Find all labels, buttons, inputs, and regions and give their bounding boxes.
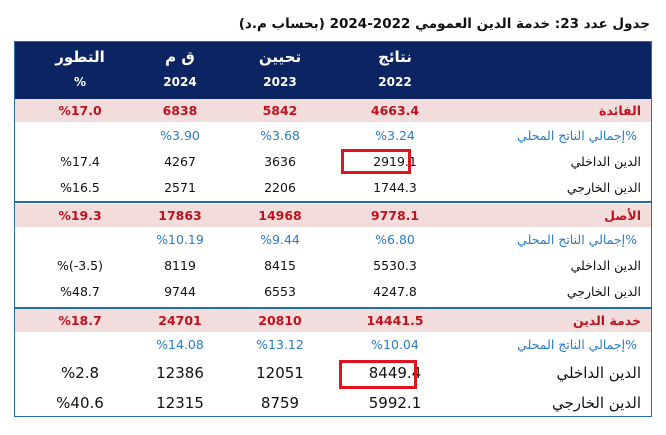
highlight-box-8449 [339, 360, 417, 389]
cell-2022: 14441.5 [366, 313, 424, 328]
cell-2023: 8759 [260, 394, 300, 412]
cell-2023: 3636 [264, 154, 296, 169]
cell-change: %16.5 [60, 180, 100, 195]
section-row-interest: الفائدة 4663.4 5842 6838 %17.0 [15, 99, 651, 122]
section-label: الأصل [604, 208, 641, 223]
section-divider [15, 201, 651, 203]
section-row-principal: الأصل 9778.1 14968 17863 %19.3 [15, 204, 651, 227]
cell-2024: 8119 [164, 258, 196, 273]
col-header-2022-label: نتائج [378, 48, 412, 66]
section-label: الفائدة [599, 103, 641, 118]
cell-2024: 6838 [162, 103, 198, 118]
cell-2024: 4267 [164, 154, 196, 169]
cell-2022: 5530.3 [373, 258, 417, 273]
cell-2022: %6.80 [375, 232, 415, 247]
col-header-2024-year: 2024 [163, 75, 197, 89]
cell-change: %48.7 [60, 284, 100, 299]
col-header-2023-label: تحيين [258, 48, 302, 66]
row-label: الدين الداخلي [570, 154, 641, 169]
row-label: الدين الخارجي [566, 284, 641, 299]
col-header-change-label: التطور [55, 48, 105, 66]
cell-2024: %10.19 [156, 232, 204, 247]
col-header-change-unit: % [73, 75, 87, 89]
cell-change: %17.0 [58, 103, 102, 118]
cell-change: %2.8 [60, 364, 100, 382]
section-row-debt-service: خدمة الدين 14441.5 20810 24701 %18.7 [15, 309, 651, 332]
cell-2023: %13.12 [256, 337, 304, 352]
section-divider [15, 307, 651, 309]
cell-2024: 24701 [158, 313, 202, 328]
cell-2023: %9.44 [260, 232, 300, 247]
cell-2022: 8449.4 [368, 364, 422, 382]
cell-2022: 2919.1 [373, 154, 417, 169]
cell-change: %(-3.5) [56, 258, 104, 273]
row-label: %إجمالي الناتج المحلي [517, 128, 637, 143]
cell-2024: %14.08 [156, 337, 204, 352]
cell-2022: 4247.8 [373, 284, 417, 299]
row-label: الدين الخارجي [566, 180, 641, 195]
cell-2023: 2206 [264, 180, 296, 195]
col-header-2024-label: ق م [165, 48, 195, 66]
cell-2023: 5842 [262, 103, 298, 118]
cell-2022: %3.24 [375, 128, 415, 143]
row-label: %إجمالي الناتج المحلي [517, 232, 637, 247]
cell-2023: 20810 [258, 313, 302, 328]
row-label: الدين الداخلي [570, 258, 641, 273]
cell-2022: 5992.1 [368, 394, 422, 412]
cell-2024: 12315 [156, 394, 204, 412]
cell-change: %18.7 [58, 313, 102, 328]
cell-2024: 9744 [164, 284, 196, 299]
cell-2024: 12386 [156, 364, 204, 382]
cell-2022: 1744.3 [373, 180, 417, 195]
table-header: نتائج 2022 تحيين 2023 ق م 2024 التطور % [15, 42, 651, 99]
cell-change: %17.4 [60, 154, 100, 169]
cell-2022: %10.04 [371, 337, 419, 352]
cell-2023: 6553 [264, 284, 296, 299]
section-label: خدمة الدين [572, 313, 641, 328]
cell-2024: %3.90 [160, 128, 200, 143]
table-title: جدول عدد 23: خدمة الدين العمومي 2022-202… [238, 16, 650, 32]
cell-2024: 2571 [164, 180, 196, 195]
cell-2023: 8415 [264, 258, 296, 273]
cell-2022: 9778.1 [370, 208, 420, 223]
cell-2023: 14968 [258, 208, 302, 223]
cell-change: %19.3 [58, 208, 102, 223]
row-label: %إجمالي الناتج المحلي [517, 337, 637, 352]
debt-service-table: نتائج 2022 تحيين 2023 ق م 2024 التطور % … [14, 41, 652, 417]
cell-2023: %3.68 [260, 128, 300, 143]
cell-2022: 4663.4 [370, 103, 420, 118]
col-header-2023-year: 2023 [263, 75, 297, 89]
cell-change: %40.6 [56, 394, 104, 412]
cell-2024: 17863 [158, 208, 202, 223]
cell-2023: 12051 [256, 364, 304, 382]
col-header-2022-year: 2022 [378, 75, 412, 89]
row-label: الدين الداخلي [556, 364, 642, 382]
highlight-box-2919 [341, 149, 411, 174]
row-label: الدين الخارجي [552, 394, 641, 412]
